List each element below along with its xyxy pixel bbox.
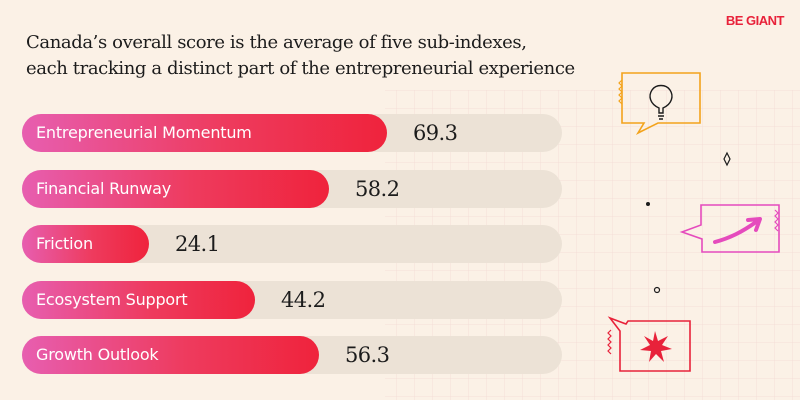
bar xyxy=(22,281,255,319)
trend-arrow-icon xyxy=(679,204,780,253)
bar xyxy=(22,336,319,374)
bar xyxy=(22,114,387,152)
bar xyxy=(22,225,149,263)
bar-label: Entrepreneurial Momentum xyxy=(36,123,252,142)
bar-value-label: 44.2 xyxy=(281,288,326,312)
bar xyxy=(22,170,329,208)
sparkle-icon xyxy=(723,151,731,167)
bar-label: Financial Runway xyxy=(36,179,171,198)
starburst-icon xyxy=(607,316,691,372)
bar-value-label: 56.3 xyxy=(345,343,390,367)
lightbulb-icon xyxy=(618,72,701,135)
ring-icon xyxy=(653,286,661,294)
bar-label: Growth Outlook xyxy=(36,345,159,364)
dot-icon xyxy=(646,202,650,206)
bar-value-label: 24.1 xyxy=(175,232,220,256)
chart-title-line-1: Canada’s overall score is the average of… xyxy=(26,32,527,53)
bar-label: Friction xyxy=(36,234,93,253)
chart-title-line-2: each tracking a distinct part of the ent… xyxy=(26,58,575,79)
bar-value-label: 58.2 xyxy=(355,177,400,201)
brand-logo: BE GIANT xyxy=(725,13,785,28)
chart-title: Canada’s overall score is the average of… xyxy=(26,30,606,82)
bar-label: Ecosystem Support xyxy=(36,290,188,309)
bar-value-label: 69.3 xyxy=(413,121,458,145)
